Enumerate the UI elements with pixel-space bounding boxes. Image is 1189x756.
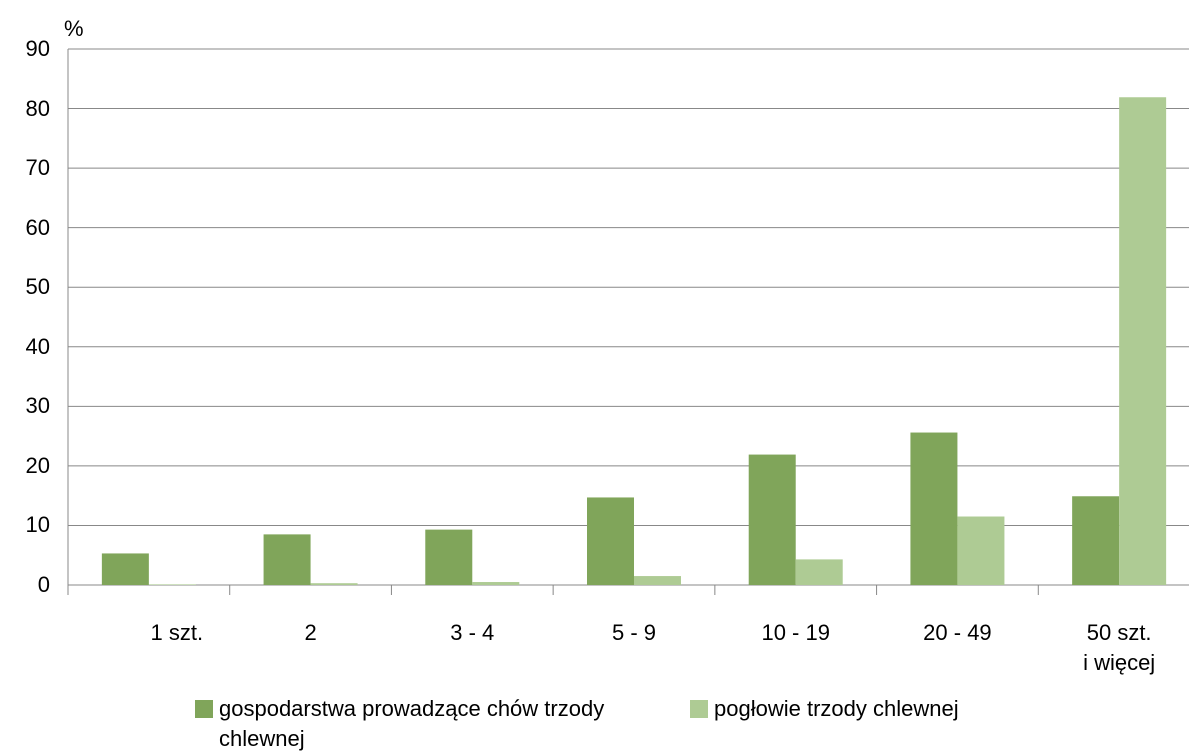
legend-swatch <box>195 700 213 718</box>
y-tick-label: 0 <box>37 572 50 597</box>
y-tick-label: 30 <box>25 393 50 419</box>
y-tick-label: 70 <box>25 155 50 181</box>
bar <box>425 529 473 585</box>
bar <box>1119 97 1167 586</box>
x-tick-label: 10 - 19 <box>761 620 830 645</box>
bar <box>310 583 358 585</box>
x-tick-label: 5 - 9 <box>611 620 657 645</box>
bar <box>101 553 149 585</box>
y-tick-label: 20 <box>25 452 50 478</box>
legend-swatch <box>690 700 708 718</box>
x-tick-label: 1 szt. <box>150 620 204 645</box>
bar <box>263 534 311 585</box>
bar <box>587 497 634 585</box>
bar <box>910 432 958 585</box>
bar <box>795 559 843 585</box>
bar <box>957 516 1005 585</box>
bar <box>472 582 520 585</box>
y-tick-label: 10 <box>25 512 50 538</box>
y-tick-label: 50 <box>25 274 50 300</box>
x-tick-label: 3 - 4 <box>450 620 495 645</box>
legend-label: pogłowie trzody chlewnej <box>714 696 959 721</box>
y-axis-label: % <box>64 16 84 41</box>
x-tick-label: 2 <box>304 620 317 645</box>
bar <box>748 454 796 585</box>
bar <box>1072 496 1120 585</box>
y-tick-label: 80 <box>25 95 50 121</box>
bar <box>634 576 681 585</box>
legend-label: gospodarstwa prowadzące chów trzody chle… <box>219 696 605 751</box>
x-tick-label: 50 szt. i więcej <box>1083 620 1156 675</box>
bar <box>148 584 196 585</box>
x-tick-label: 20 - 49 <box>923 620 992 645</box>
y-tick-label: 90 <box>25 36 50 61</box>
y-tick-label: 40 <box>25 333 50 359</box>
y-tick-label: 60 <box>25 214 50 240</box>
